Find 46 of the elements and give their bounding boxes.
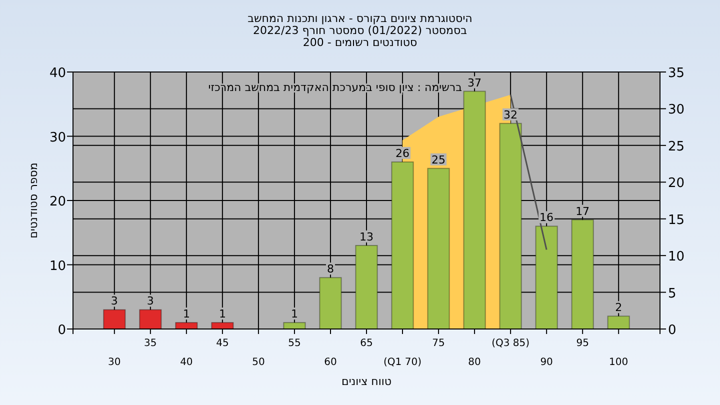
x-tick-label: 35 [144, 338, 157, 349]
data-label: 32 [504, 108, 518, 122]
x-tick-label: 30 [108, 357, 121, 368]
x-tick-label: 40 [180, 357, 193, 368]
y-tick-label: 10 [49, 258, 66, 274]
y-tick-label: 20 [49, 194, 66, 210]
data-label: 1 [290, 308, 298, 321]
data-label: 13 [360, 230, 374, 244]
data-label: 2 [615, 301, 622, 314]
chart-title: היסטוגרמת ציונים בקורס - ארגון ותכנות המחשב [248, 12, 472, 25]
y2-tick-label: 30 [668, 102, 685, 118]
x-tick-label: (Q1 70) [384, 357, 422, 368]
data-label: 26 [396, 146, 410, 160]
data-label: 25 [432, 153, 446, 166]
data-label: 16 [540, 211, 554, 224]
y2-tick-label: 15 [668, 212, 685, 228]
y-tick-label: 30 [49, 130, 66, 146]
x-axis-title: טווח ציונים [342, 375, 392, 388]
y2-tick-label: 0 [668, 323, 676, 338]
data-label: 1 [182, 308, 190, 321]
data-label: 17 [576, 204, 590, 218]
x-tick-label: 65 [360, 338, 373, 349]
data-label: 37 [468, 76, 482, 90]
y-tick-label: 40 [49, 66, 66, 81]
chart-subtitle: בסמסטר (01/2022) סמסטר חורף 2022/23 סטודנטים רשומים - 200 [253, 24, 467, 49]
x-tick-label: 50 [252, 357, 265, 368]
y2-tick-label: 10 [668, 250, 685, 265]
x-tick-label: 90 [540, 357, 553, 368]
x-tick-label: 45 [216, 338, 229, 349]
x-tick-label: 60 [324, 357, 337, 368]
y2-tick-label: 25 [668, 139, 685, 154]
x-tick-label: 55 [288, 338, 301, 349]
y-axis-title: מספר סטודנטים [27, 162, 40, 238]
x-tick-label: (Q3 85) [492, 338, 530, 349]
data-label: 3 [146, 294, 154, 308]
y2-tick-label: 35 [668, 66, 685, 81]
x-tick-label: 75 [432, 338, 445, 349]
data-label: 8 [326, 262, 334, 276]
y-tick-label: 0 [58, 323, 66, 338]
data-label: 1 [218, 308, 226, 321]
y2-tick-label: 20 [668, 176, 685, 192]
y2-tick-label: 5 [668, 286, 676, 302]
x-tick-label: 95 [576, 338, 589, 349]
data-label: 3 [110, 294, 118, 308]
x-tick-label: 80 [468, 357, 481, 368]
x-tick-label: 100 [609, 357, 628, 368]
